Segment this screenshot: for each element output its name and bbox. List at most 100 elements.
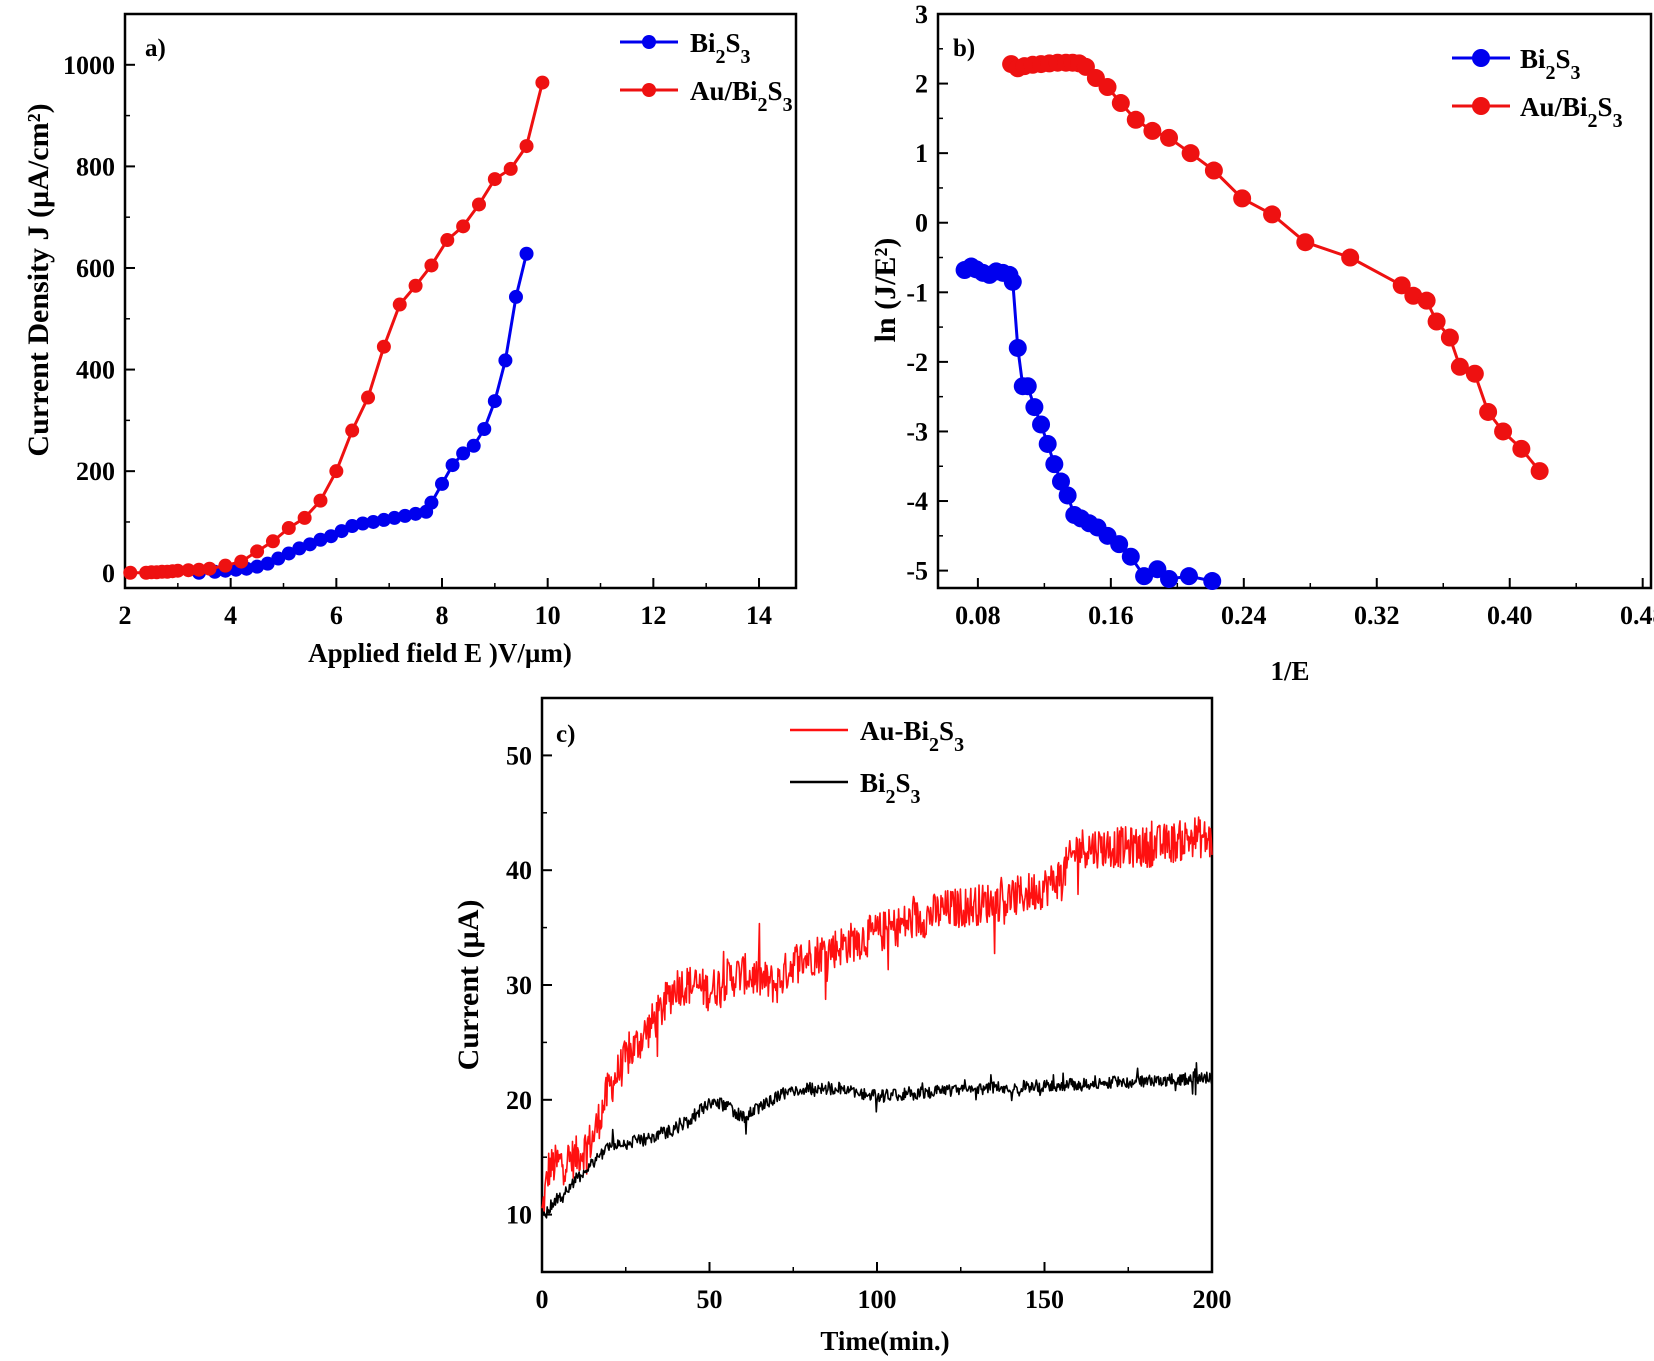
panel-a-point-bi2s3 (334, 524, 349, 539)
panel-b-legend-item-au-bi2s3: Au/Bi2S3 (1452, 92, 1623, 132)
panel-c-y-tick-label: 40 (506, 856, 532, 885)
panel-b-point-au-bi2s3 (1098, 78, 1117, 97)
panel-c-legend-item-bi2s3: Bi2S3 (790, 768, 921, 808)
panel-a-y-tick-label: 800 (76, 152, 115, 181)
panel-b-ticks: 0.08 0.16 0.24 0.32 0.40 0.48 -5 -4 -3 -2 -1 0 1 2 3 (906, 0, 1654, 630)
panel-a-point-bi2s3 (324, 529, 339, 544)
panel-b-point-bi2s3 (1110, 535, 1129, 554)
panel-b-point-au-bi2s3 (1341, 248, 1360, 267)
panel-b-point-au-bi2s3 (1450, 357, 1469, 376)
panel-b-point-au-bi2s3 (1263, 205, 1282, 224)
panel-a-point-au-bi2s3 (181, 563, 196, 578)
panel-b-x-tick-label: 0.08 (955, 601, 1001, 630)
panel-a-point-au-bi2s3 (471, 197, 486, 212)
panel-b-point-bi2s3 (1058, 486, 1077, 505)
panel-a-y-tick-label: 200 (76, 457, 115, 486)
panel-b-label: b) (953, 35, 975, 62)
panel-b-series-line-bi2s3 (963, 265, 1213, 583)
panel-a-point-bi2s3 (456, 446, 471, 461)
panel-a-point-au-bi2s3 (487, 172, 502, 187)
panel-a-point-au-bi2s3 (376, 339, 391, 354)
panel-b-x-tick-label: 0.24 (1221, 601, 1267, 630)
panel-b-point-bi2s3 (1025, 398, 1044, 417)
panel-b-point-au-bi2s3 (1233, 189, 1252, 208)
panel-a-point-au-bi2s3 (170, 563, 185, 578)
panel-a-point-au-bi2s3 (503, 161, 518, 176)
panel-a-point-bi2s3 (466, 438, 481, 453)
panel-b-point-bi2s3 (1008, 338, 1027, 357)
panel-a-point-au-bi2s3 (265, 534, 280, 549)
panel-c-ticks: 0 50 100 150 200 10 20 30 40 50 (506, 741, 1232, 1314)
panel-b-point-bi2s3 (1045, 455, 1064, 474)
panel-b-point-bi2s3 (1003, 272, 1022, 291)
panel-a-y-tick-label: 0 (102, 559, 115, 588)
panel-a-point-bi2s3 (355, 516, 370, 531)
panel-b-point-au-bi2s3 (1143, 121, 1162, 140)
panel-b-point-au-bi2s3 (1512, 439, 1531, 458)
panel-b-point-bi2s3 (1135, 567, 1154, 586)
panel-a-point-au-bi2s3 (392, 297, 407, 312)
panel-a-point-bi2s3 (271, 551, 286, 566)
panel-c-series-line-bi2s3 (541, 1062, 1213, 1219)
panel-a-legend-marker-au-bi2s3 (642, 83, 656, 97)
panel-a-point-au-bi2s3 (456, 219, 471, 234)
panel-a-plot-frame (123, 12, 798, 590)
panel-b-plot-frame (936, 12, 1653, 590)
panel-b-point-bi2s3 (1160, 569, 1179, 588)
panel-a-point-bi2s3 (281, 546, 296, 561)
panel-a-point-au-bi2s3 (361, 390, 376, 405)
panel-a-point-bi2s3 (302, 537, 317, 552)
panel-a-x-tick-label: 6 (330, 601, 343, 630)
panel-a-legend-marker-bi2s3 (642, 35, 656, 49)
panel-a-point-au-bi2s3 (535, 75, 550, 90)
panel-c-series-line-au-bi2s3 (541, 816, 1213, 1214)
panel-c-y-tick-label: 10 (506, 1201, 532, 1230)
panel-b-point-au-bi2s3 (1204, 161, 1223, 180)
panel-a-point-bi2s3 (477, 422, 492, 437)
panel-b-legend: Bi2S3 Au/Bi2S3 (1452, 44, 1623, 132)
panel-a-point-bi2s3 (508, 289, 523, 304)
panel-b-point-au-bi2s3 (1494, 422, 1513, 441)
panel-c-label: c) (556, 721, 575, 748)
panel-c-y-tick-label: 20 (506, 1086, 532, 1115)
panel-b-point-bi2s3 (1018, 377, 1037, 396)
panel-a-point-bi2s3 (376, 512, 391, 527)
panel-c: 0 50 100 150 200 10 20 30 40 50 c) Au-Bi2S3 Bi2S3… (452, 696, 1232, 1356)
panel-a-point-bi2s3 (250, 559, 265, 574)
panel-b-point-bi2s3 (1179, 567, 1198, 586)
panel-c-series (541, 816, 1213, 1219)
panel-b-point-au-bi2s3 (1440, 328, 1459, 347)
panel-a-y-axis-label: Current Density J (µA/cm²) (22, 103, 55, 456)
panel-b-y-axis-label: ln (J/E²) (869, 238, 902, 343)
panel-a-series (123, 75, 550, 580)
panel-b-series (955, 53, 1549, 591)
panel-a-label: a) (145, 35, 166, 62)
panel-b-x-axis-label: 1/E (1270, 656, 1309, 686)
panel-a-x-tick-label: 10 (535, 601, 561, 630)
panel-b-point-au-bi2s3 (1417, 291, 1436, 310)
panel-a-point-au-bi2s3 (408, 278, 423, 293)
panel-b-point-bi2s3 (1032, 415, 1051, 434)
panel-a-point-au-bi2s3 (191, 562, 206, 577)
panel-a-x-tick-label: 2 (119, 601, 132, 630)
panel-b-legend-marker-au-bi2s3 (1472, 97, 1490, 115)
panel-a-point-au-bi2s3 (202, 561, 217, 576)
panel-a-point-bi2s3 (366, 514, 381, 529)
panel-c-x-tick-label: 200 (1193, 1285, 1232, 1314)
panel-c-legend-text-au-bi2s3: Au-Bi2S3 (860, 716, 964, 756)
panel-c-x-tick-label: 150 (1025, 1285, 1064, 1314)
panel-a-point-au-bi2s3 (329, 464, 344, 479)
panel-b-legend-text-bi2s3: Bi2S3 (1520, 44, 1581, 84)
panel-a-point-au-bi2s3 (250, 544, 265, 559)
panel-c-x-tick-label: 0 (536, 1285, 549, 1314)
panel-c-x-tick-label: 100 (858, 1285, 897, 1314)
panel-b-legend-marker-bi2s3 (1472, 49, 1490, 67)
panel-b-point-au-bi2s3 (1111, 94, 1130, 113)
panel-c-x-axis-label: Time(min.) (820, 1326, 949, 1356)
panel-b-point-au-bi2s3 (1181, 144, 1200, 163)
panel-a-point-au-bi2s3 (345, 423, 360, 438)
panel-a-y-tick-label: 400 (76, 356, 115, 385)
panel-a-point-bi2s3 (408, 506, 423, 521)
panel-a-point-au-bi2s3 (440, 233, 455, 248)
